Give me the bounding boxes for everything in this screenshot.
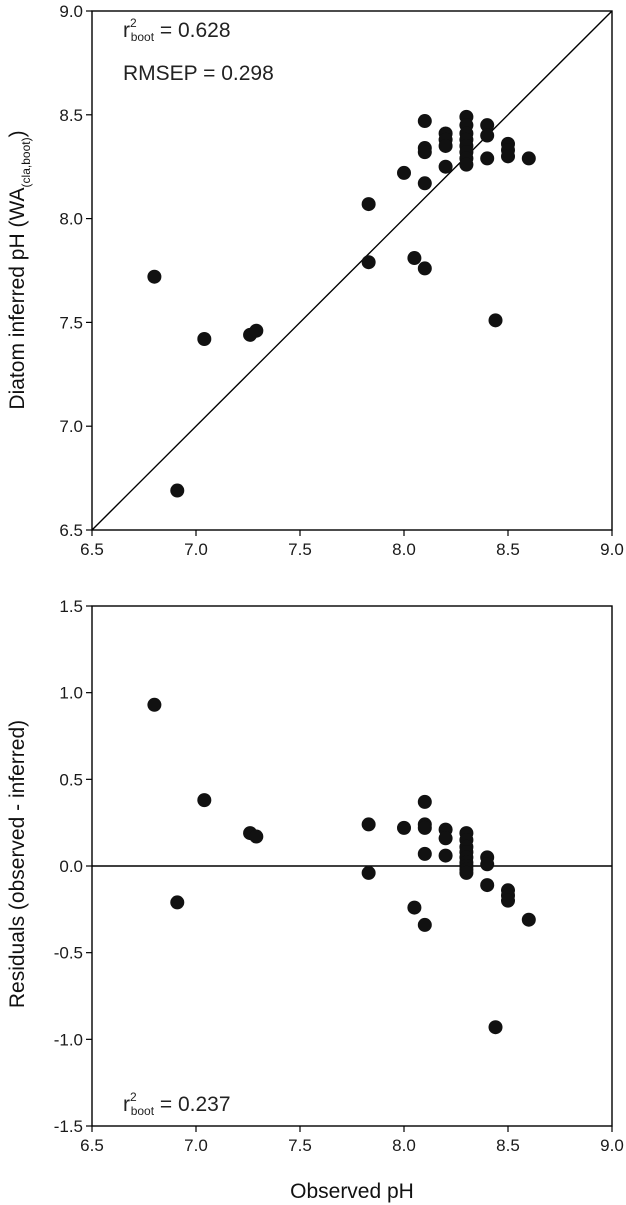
bottom-y-axis-label: Residuals (observed - inferred) — [6, 720, 29, 1008]
top-data-point — [501, 149, 515, 164]
top-data-point — [397, 165, 411, 180]
top-x-tick-label: 7.0 — [184, 540, 208, 559]
bottom-data-point — [480, 878, 495, 893]
bottom-data-point — [197, 793, 212, 808]
top-y-axis-label: Diatom inferred pH (WA(cla,boot)) — [6, 130, 33, 409]
top-data-point — [197, 332, 212, 347]
bottom-data-point — [361, 817, 376, 832]
bottom-data-point — [147, 697, 162, 712]
top-plot-frame — [91, 10, 613, 531]
top-y-tick-label: 9.0 — [59, 2, 83, 21]
bottom-data-point — [459, 865, 474, 880]
bottom-data-point — [521, 912, 536, 927]
bottom-data-point — [361, 865, 376, 880]
bottom-data-point — [488, 1020, 503, 1035]
bottom-x-tick-label: 6.5 — [80, 1136, 104, 1155]
bottom-data-point — [170, 895, 185, 910]
top-data-point — [407, 251, 422, 266]
bottom-data-point — [501, 893, 515, 908]
bottom-y-tick-label: 0.0 — [59, 857, 83, 876]
top-data-point — [361, 197, 376, 212]
top-data-point — [147, 269, 162, 284]
top-data-point — [480, 151, 495, 166]
top-data-point — [417, 261, 432, 276]
panel-top: 6.5 7.0 7.5 8.0 8.5 9.0 6.5 7.0 7.5 8.0 8.5 9.0 Dia… — [6, 2, 624, 559]
bottom-x-tick-label: 7.0 — [184, 1136, 208, 1155]
bottom-data-point — [417, 794, 432, 809]
top-reference-line — [91, 10, 613, 531]
top-data-point — [170, 483, 185, 498]
top-data-point — [417, 145, 432, 160]
top-data-point — [438, 159, 453, 174]
top-x-tick-label: 7.5 — [288, 540, 312, 559]
bottom-data-point — [249, 829, 264, 844]
bottom-data-point — [407, 900, 422, 915]
bottom-x-tick-label: 7.5 — [288, 1136, 312, 1155]
top-y-tick-label: 6.5 — [59, 521, 83, 540]
top-x-tick-label: 6.5 — [80, 540, 104, 559]
top-data-point — [480, 128, 495, 143]
bottom-x-tick-label: 8.5 — [496, 1136, 520, 1155]
top-data-point — [438, 138, 453, 153]
top-data-point — [488, 313, 503, 328]
bottom-data-point — [438, 848, 453, 863]
bottom-x-tick-label: 8.0 — [392, 1136, 416, 1155]
bottom-data-point — [438, 831, 453, 846]
bottom-y-tick-label: -1.5 — [54, 1117, 83, 1136]
bottom-y-tick-label: -0.5 — [54, 944, 83, 963]
bottom-data-point — [397, 820, 411, 835]
top-x-tick-label: 8.0 — [392, 540, 416, 559]
bottom-y-tick-label: 1.5 — [59, 597, 83, 616]
panel-bottom: 6.5 7.0 7.5 8.0 8.5 9.0 -1.5 -1.0 -0.5 0.0 0.5 1.0 1… — [6, 597, 624, 1203]
top-x-tick-label: 8.5 — [496, 540, 520, 559]
top-rmsep-annotation: RMSEP = 0.298 — [123, 62, 274, 85]
top-data-point — [417, 114, 432, 129]
bottom-data-point — [417, 820, 432, 835]
bottom-r2-annotation: r2 boot = 0.237 — [123, 1090, 231, 1118]
top-y-tick-label: 7.0 — [59, 417, 83, 436]
bottom-y-tick-label: 0.5 — [59, 770, 83, 789]
bottom-x-axis-label: Observed pH — [290, 1180, 414, 1203]
top-data-point — [521, 151, 536, 166]
bottom-plot-area: 6.5 7.0 7.5 8.0 8.5 9.0 -1.5 -1.0 -0.5 0.0 0.5 1.0 1… — [54, 597, 624, 1155]
bottom-x-tick-label: 9.0 — [600, 1136, 624, 1155]
top-y-tick-label: 8.0 — [59, 210, 83, 229]
top-data-point — [459, 157, 474, 172]
top-data-point — [417, 176, 432, 191]
top-x-tick-label: 9.0 — [600, 540, 624, 559]
bottom-data-point — [480, 857, 495, 872]
top-r2-annotation: r2 boot = 0.628 — [123, 16, 231, 44]
bottom-y-tick-label: -1.0 — [54, 1030, 83, 1049]
top-y-tick-label: 8.5 — [59, 106, 83, 125]
bottom-data-point — [417, 917, 432, 932]
top-data-point — [249, 323, 264, 338]
bottom-data-point — [417, 846, 432, 861]
top-data-point — [480, 118, 495, 133]
top-plot-area: 6.5 7.0 7.5 8.0 8.5 9.0 6.5 7.0 7.5 8.0 8.5 9.0 — [59, 2, 623, 559]
top-y-tick-label: 7.5 — [59, 313, 83, 332]
bottom-y-tick-label: 1.0 — [59, 684, 83, 703]
top-data-point — [361, 255, 376, 270]
